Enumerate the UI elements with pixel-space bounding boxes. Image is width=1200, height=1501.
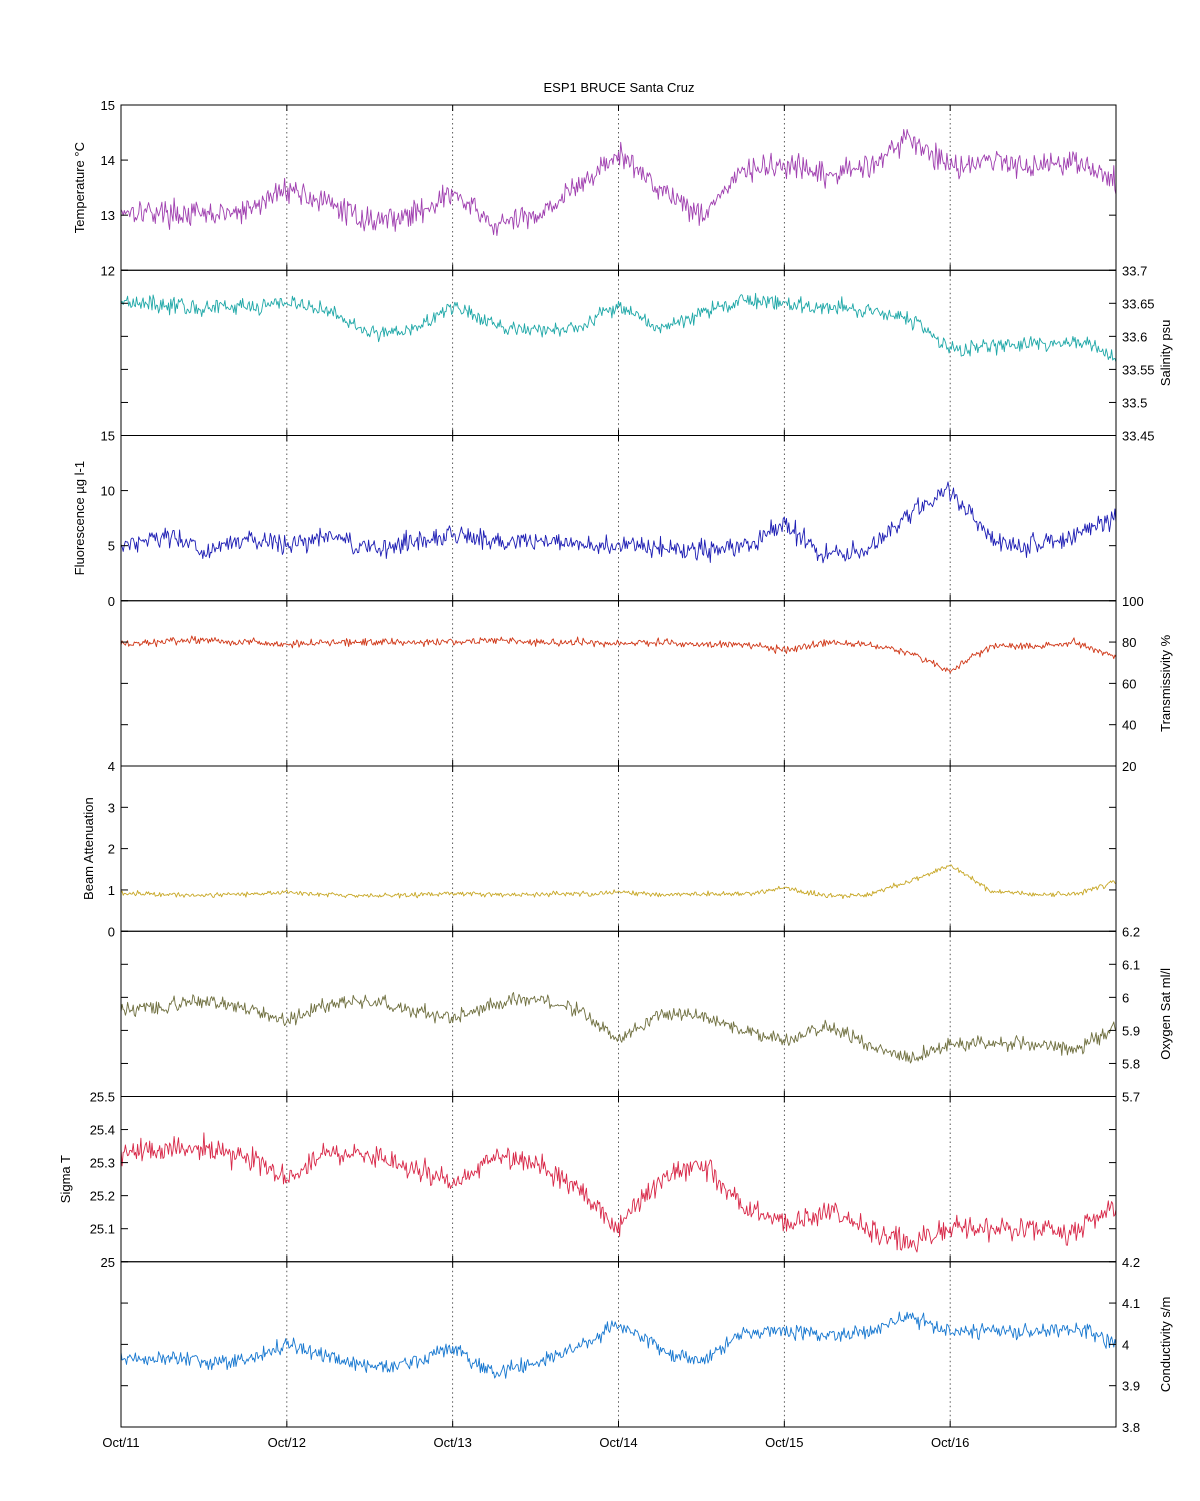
y-tick-label-transmissivity-0: 20 — [1122, 759, 1136, 774]
y-tick-label-fluorescence-2: 10 — [101, 484, 115, 499]
y-tick-label-salinity-5: 33.7 — [1122, 263, 1147, 278]
y-tick-label-oxygen_sat-3: 6 — [1122, 990, 1129, 1005]
y-tick-label-fluorescence-3: 15 — [101, 429, 115, 444]
y-axis-label-beam_attenuation: Beam Attenuation — [81, 797, 96, 900]
y-tick-label-temperature-3: 15 — [101, 98, 115, 113]
series-line-beam_attenuation — [120, 864, 1117, 900]
y-tick-label-transmissivity-1: 40 — [1122, 718, 1136, 733]
y-axis-label-conductivity: Conductivity s/m — [1158, 1297, 1173, 1392]
y-axis-label-fluorescence: Fluorescence µg l-1 — [72, 461, 87, 575]
series-line-conductivity — [120, 1311, 1117, 1379]
y-tick-label-salinity-3: 33.6 — [1122, 329, 1147, 344]
panel-fluorescence: 0 5 10 15 Fluorescence µg l-1 — [72, 429, 1117, 609]
panel-salinity: 33.45 33.5 33.55 33.6 33.65 33.7 Salinity psu — [120, 263, 1173, 444]
y-tick-label-sigma_t-5: 25.5 — [90, 1090, 115, 1105]
x-tick-label-5: Oct/16 — [931, 1435, 969, 1450]
panel-beam_attenuation: 0 1 2 3 4 Beam Attenuation — [81, 759, 1117, 939]
y-tick-label-beam_attenuation-1: 1 — [108, 883, 115, 898]
y-tick-label-transmissivity-3: 80 — [1122, 635, 1136, 650]
y-tick-label-conductivity-0: 3.8 — [1122, 1420, 1140, 1435]
y-tick-label-oxygen_sat-0: 5.7 — [1122, 1090, 1140, 1105]
y-axis-label-transmissivity: Transmissivity % — [1158, 634, 1173, 731]
y-tick-label-beam_attenuation-0: 0 — [108, 924, 115, 939]
panel-temperature: 12 13 14 15 Temperature °C — [72, 98, 1117, 278]
y-tick-label-oxygen_sat-5: 6.2 — [1122, 924, 1140, 939]
y-tick-label-oxygen_sat-1: 5.8 — [1122, 1056, 1140, 1071]
series-line-transmissivity — [120, 635, 1117, 674]
y-tick-label-sigma_t-2: 25.2 — [90, 1189, 115, 1204]
panel-conductivity: 3.8 3.9 4 4.1 4.2 Conductivity s/m — [120, 1255, 1173, 1435]
series-line-temperature — [120, 128, 1117, 237]
y-tick-label-temperature-1: 13 — [101, 208, 115, 223]
y-tick-label-conductivity-4: 4.2 — [1122, 1255, 1140, 1270]
y-tick-label-fluorescence-0: 0 — [108, 594, 115, 609]
y-tick-label-salinity-2: 33.55 — [1122, 362, 1155, 377]
y-tick-label-conductivity-3: 4.1 — [1122, 1296, 1140, 1311]
x-tick-label-3: Oct/14 — [599, 1435, 637, 1450]
y-tick-label-salinity-4: 33.65 — [1122, 296, 1155, 311]
y-tick-label-conductivity-1: 3.9 — [1122, 1379, 1140, 1394]
y-tick-label-salinity-1: 33.5 — [1122, 395, 1147, 410]
series-line-oxygen_sat — [120, 992, 1117, 1064]
y-tick-label-sigma_t-1: 25.1 — [90, 1222, 115, 1237]
y-tick-label-transmissivity-2: 60 — [1122, 676, 1136, 691]
y-tick-label-oxygen_sat-4: 6.1 — [1122, 957, 1140, 972]
y-tick-label-sigma_t-4: 25.4 — [90, 1123, 115, 1138]
y-axis-label-sigma_t: Sigma T — [58, 1155, 73, 1203]
y-tick-label-conductivity-2: 4 — [1122, 1337, 1129, 1352]
y-tick-label-temperature-0: 12 — [101, 263, 115, 278]
series-line-sigma_t — [120, 1132, 1117, 1253]
y-tick-label-beam_attenuation-4: 4 — [108, 759, 115, 774]
x-tick-label-0: Oct/11 — [102, 1435, 139, 1450]
y-axis-label-oxygen_sat: Oxygen Sat ml/l — [1158, 968, 1173, 1060]
series-line-fluorescence — [120, 481, 1117, 564]
x-tick-label-2: Oct/13 — [434, 1435, 472, 1450]
y-tick-label-oxygen_sat-2: 5.9 — [1122, 1023, 1140, 1038]
panel-transmissivity: 20 40 60 80 100 Transmissivity % — [120, 594, 1173, 774]
y-tick-label-beam_attenuation-3: 3 — [108, 800, 115, 815]
y-tick-label-transmissivity-4: 100 — [1122, 594, 1144, 609]
y-tick-label-sigma_t-0: 25 — [101, 1255, 115, 1270]
y-axis-label-temperature: Temperature °C — [72, 142, 87, 233]
y-axis-label-salinity: Salinity psu — [1158, 320, 1173, 386]
x-tick-label-4: Oct/15 — [765, 1435, 803, 1450]
series-line-salinity — [120, 292, 1117, 363]
y-tick-label-temperature-2: 14 — [101, 153, 115, 168]
y-tick-label-salinity-0: 33.45 — [1122, 429, 1155, 444]
x-tick-label-1: Oct/12 — [268, 1435, 306, 1450]
y-tick-label-sigma_t-3: 25.3 — [90, 1156, 115, 1171]
y-tick-label-fluorescence-1: 5 — [108, 539, 115, 554]
chart-title: ESP1 BRUCE Santa Cruz — [543, 80, 694, 95]
y-tick-label-beam_attenuation-2: 2 — [108, 842, 115, 857]
